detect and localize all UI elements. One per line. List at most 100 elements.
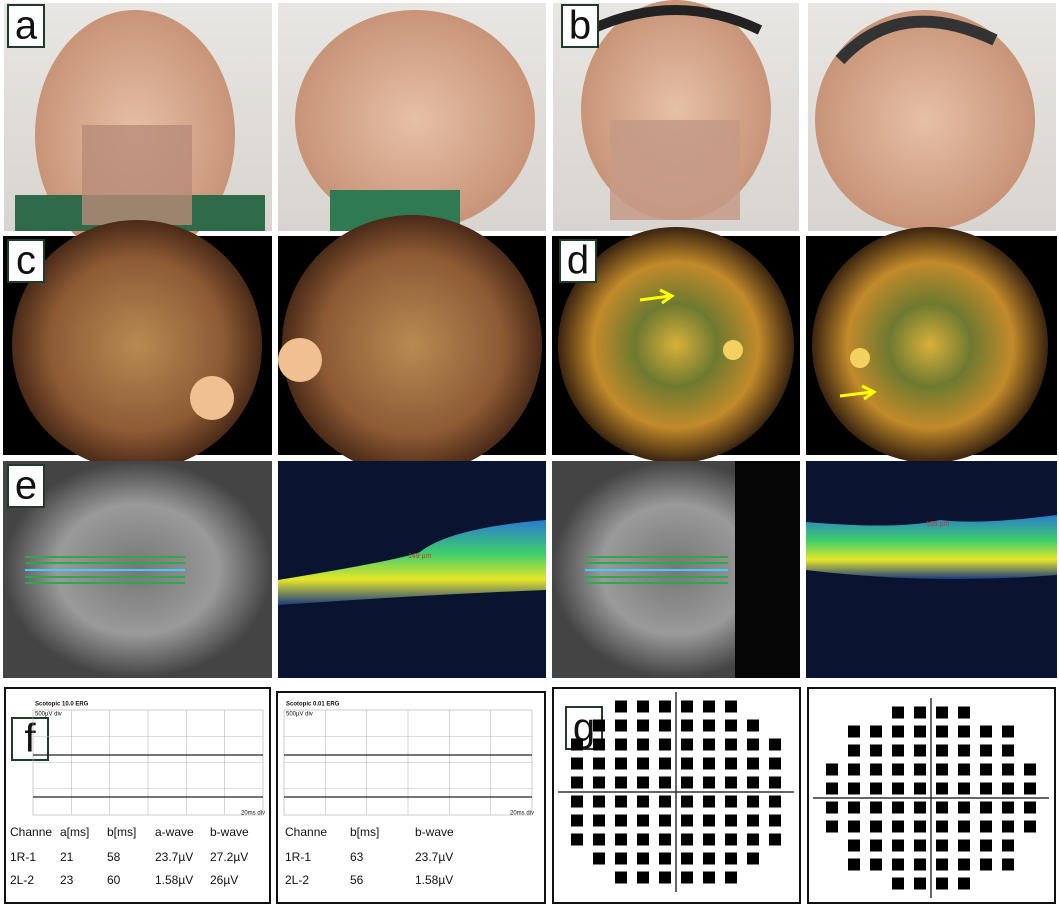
vf-point [914, 877, 926, 890]
vf-point [571, 814, 583, 827]
label-box [7, 4, 45, 48]
vf-point [914, 782, 926, 795]
vf-point [892, 820, 904, 833]
vf-point [892, 801, 904, 814]
vf-point [637, 852, 649, 865]
vf-point [725, 719, 737, 732]
vf-point [637, 871, 649, 884]
vf-point [848, 820, 860, 833]
vf-point [615, 814, 627, 827]
vf-point [1002, 820, 1014, 833]
vf-point [703, 700, 715, 713]
vf-point [826, 763, 838, 776]
vf-point [848, 763, 860, 776]
vf-point [936, 820, 948, 833]
vf-point [1024, 782, 1036, 795]
table-header: b[ms] [107, 825, 136, 839]
vf-point [958, 744, 970, 757]
vf-point [958, 839, 970, 852]
vf-point [725, 776, 737, 789]
vf-point [571, 738, 583, 751]
vf-point [914, 839, 926, 852]
vf-point [747, 795, 759, 808]
vf-point [703, 795, 715, 808]
vf-point [747, 814, 759, 827]
erg-title: Scotopic 10.0 ERG [35, 702, 89, 708]
table-cell: 2L-2 [285, 873, 309, 887]
vf-point [848, 725, 860, 738]
vf-point [615, 757, 627, 770]
vf-point [593, 852, 605, 865]
vf-point [980, 801, 992, 814]
vf-point [615, 719, 627, 732]
table-cell: 23 [60, 873, 74, 887]
vf-point [826, 782, 838, 795]
vf-point [681, 738, 693, 751]
vf-point [725, 852, 737, 865]
table-cell: 1R-1 [285, 850, 311, 864]
vf-point [681, 871, 693, 884]
vf-point [725, 757, 737, 770]
vf-point [571, 833, 583, 846]
vf-point [914, 820, 926, 833]
vf-point [659, 719, 671, 732]
vf-point [936, 801, 948, 814]
vf-point [593, 776, 605, 789]
vf-point [848, 782, 860, 795]
table-cell: 21 [60, 850, 74, 864]
vf-point [936, 839, 948, 852]
vf-point [870, 725, 882, 738]
vf-point [980, 839, 992, 852]
vf-point [703, 871, 715, 884]
vf-point [914, 858, 926, 871]
vf-point [936, 877, 948, 890]
vf-point [571, 757, 583, 770]
vf-point [659, 757, 671, 770]
vf-point [725, 833, 737, 846]
vf-point [615, 795, 627, 808]
table-cell: 56 [350, 873, 364, 887]
vf-point [936, 763, 948, 776]
vf-point [747, 719, 759, 732]
vf-point [769, 738, 781, 751]
vf-point [936, 744, 948, 757]
vf-point [725, 871, 737, 884]
table-cell: 2L-2 [10, 873, 34, 887]
vf-point [1002, 782, 1014, 795]
panel-label: b [569, 4, 591, 48]
vf-point [870, 763, 882, 776]
vf-point [659, 738, 671, 751]
vf-point [593, 757, 605, 770]
vf-point [1024, 801, 1036, 814]
vf-point [870, 782, 882, 795]
vf-point [914, 763, 926, 776]
vf-point [848, 858, 860, 871]
table-cell: 23.7µV [155, 850, 193, 864]
vf-point [958, 763, 970, 776]
label-box [7, 464, 45, 508]
vf-point [703, 852, 715, 865]
panel-label: e [15, 464, 37, 508]
erg-time: 20ms div [241, 811, 265, 817]
vf-point [980, 858, 992, 871]
vf-point [615, 833, 627, 846]
vf-point [593, 719, 605, 732]
vf-point [826, 820, 838, 833]
erg-frame [4, 687, 271, 904]
vf-point [747, 833, 759, 846]
vf-point [637, 833, 649, 846]
vf-point [637, 776, 649, 789]
vf-point [703, 719, 715, 732]
vf-point [958, 877, 970, 890]
vf-point [659, 852, 671, 865]
vf-point [681, 776, 693, 789]
erg-title: Scotopic 0.01 ERG [286, 702, 340, 708]
vf-point [769, 757, 781, 770]
fundus-row [3, 215, 1057, 475]
table-header: b-wave [210, 825, 249, 839]
vf-point [914, 801, 926, 814]
vf-point [615, 852, 627, 865]
vf-point [936, 706, 948, 719]
vf-point [769, 814, 781, 827]
